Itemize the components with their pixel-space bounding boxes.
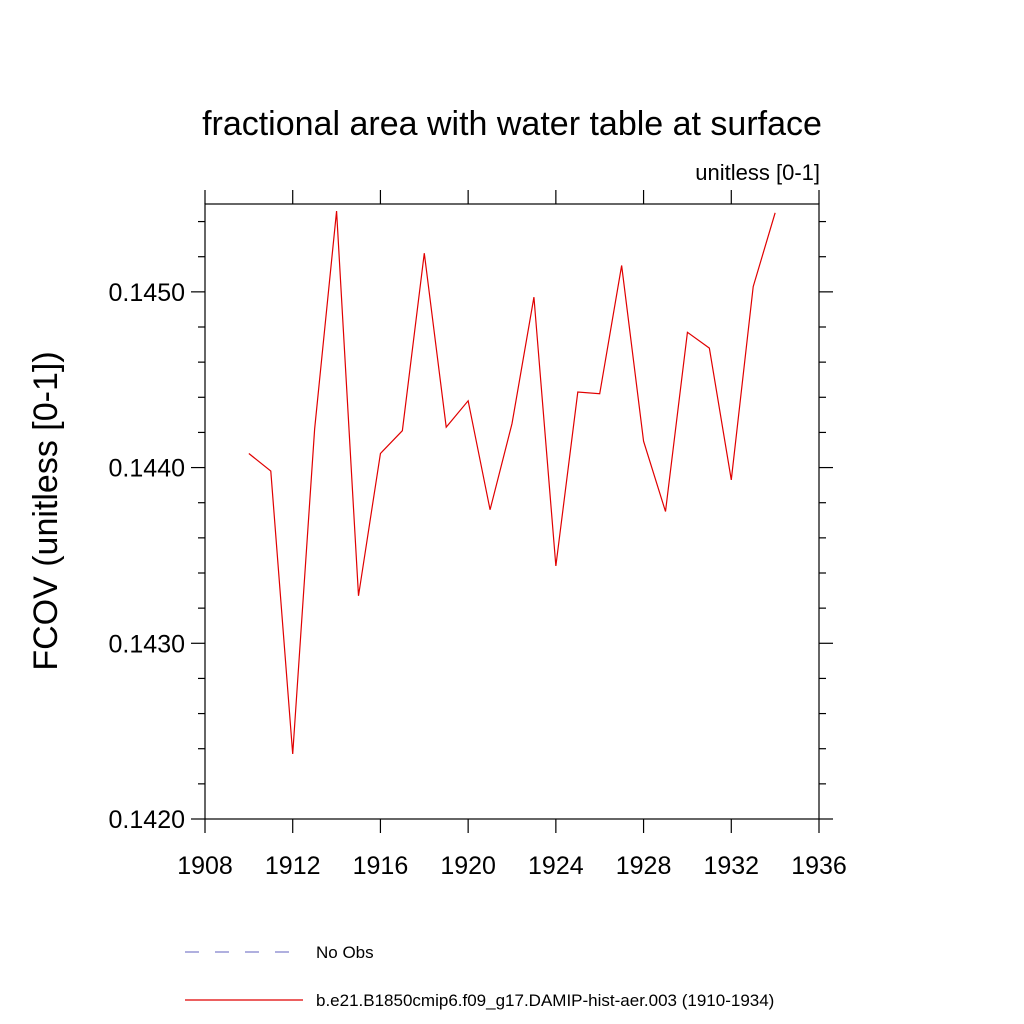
x-tick-label: 1908 [177,852,233,880]
chart-subtitle: unitless [0-1] [695,160,820,185]
chart-title: fractional area with water table at surf… [202,105,822,143]
ticks-layer: 1908 1912 1916 1920 1924 1928 1932 1936 0.1420 0.… [109,190,847,880]
x-tick-label: 1928 [616,852,672,880]
y-axis-label: FCOV (unitless [0-1]) [27,351,65,670]
x-tick-label: 1936 [791,852,847,880]
y-tick-label: 0.1450 [109,279,185,307]
x-tick-label: 1924 [528,852,584,880]
legend: No Obs b.e21.B1850cmip6.f09_g17.DAMIP-his… [185,943,774,1010]
x-tick-label: 1912 [265,852,321,880]
y-tick-label: 0.1430 [109,630,185,658]
series-line [248,210,776,755]
series-layer [248,210,776,755]
x-tick-label: 1932 [703,852,759,880]
x-tick-label: 1920 [440,852,496,880]
x-tick-label: 1916 [353,852,409,880]
legend-label: b.e21.B1850cmip6.f09_g17.DAMIP-hist-aer.… [316,991,774,1010]
legend-label: No Obs [316,943,374,962]
y-tick-label: 0.1420 [109,806,185,834]
plot-frame [204,203,820,820]
y-tick-label: 0.1440 [109,455,185,483]
